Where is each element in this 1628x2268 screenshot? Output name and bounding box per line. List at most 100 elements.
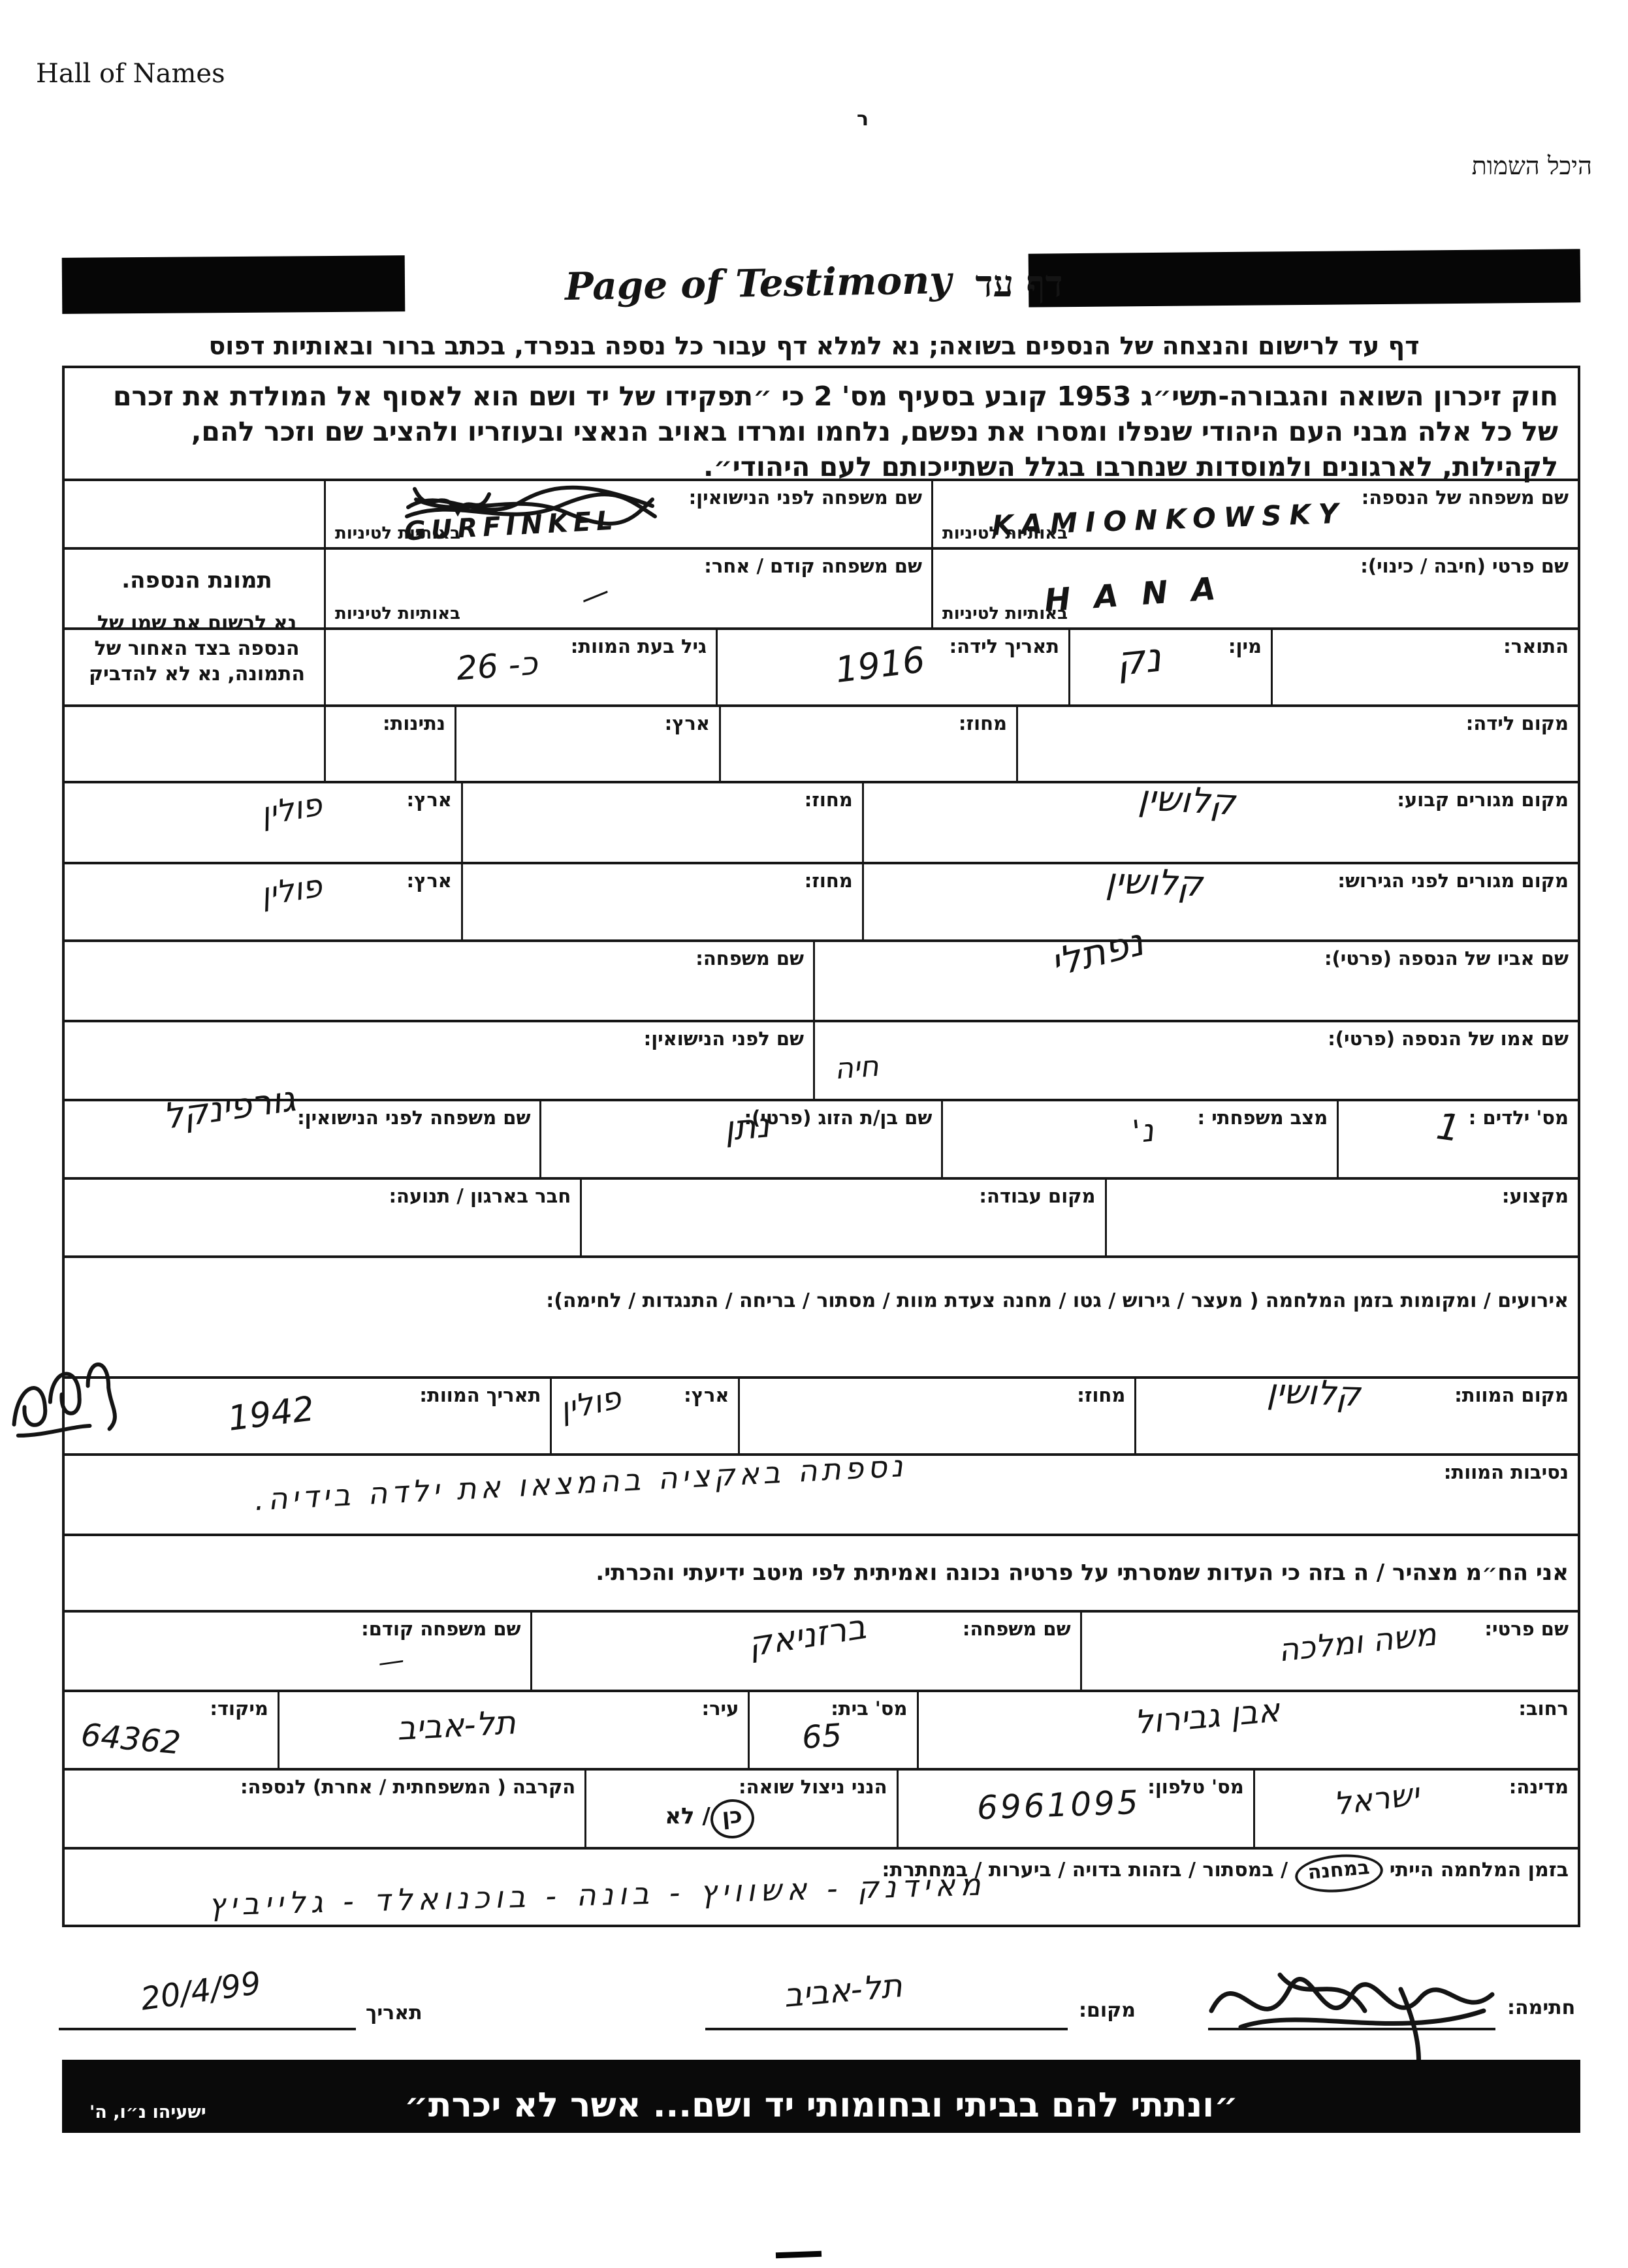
declaration-statement: אני הח״מ מצהיר / ה בזה כי העדות שמסרתי ע…: [65, 1536, 1578, 1610]
field-label: הנני ניצול שואה:: [738, 1776, 887, 1798]
field-label: מחוז:: [1077, 1384, 1126, 1406]
whereabouts-label-suffix: / במסתור / בזהות בדויה / ביערות / במחתרת…: [882, 1859, 1295, 1882]
field-label: שם פרטי (חיבה / כינוי):: [1360, 555, 1569, 577]
crossed-out-name-scribble: [405, 485, 657, 526]
row-witness-contact: מדינה: ישראל מס' טלפון: 6961095 הנני ניצ…: [65, 1768, 1578, 1847]
field-label: חבר בארגון / תנועה:: [389, 1185, 571, 1207]
row-death-circumstances: נסיבות המוות: נספתה באקציה בהמצאו את ילד…: [65, 1448, 1578, 1534]
field-relation-to-victim: הקרבה ( המשפחתית / אחרת) לנספה:: [65, 1771, 584, 1847]
handwritten-signature-place: תל-אביב: [782, 1966, 904, 2015]
handwritten-death-place: קלושין: [1266, 1372, 1362, 1415]
field-label: ארץ:: [664, 712, 710, 734]
field-label: הקרבה ( המשפחתית / אחרת) לנספה:: [240, 1776, 576, 1798]
field-maiden-name: שם משפחה לפני הנישואין: GURFINKEL באותיו…: [324, 481, 931, 547]
field-death-place: מקום המוות: קלושין: [1134, 1372, 1578, 1453]
field-witness-city: עיר: תל-אביב: [277, 1692, 748, 1768]
field-survivor-status: הנני ניצול שואה: כן/ לא: [584, 1771, 896, 1847]
field-sex: מין: נק: [1068, 630, 1271, 704]
field-label: שם משפחה לפני הנישואין:: [297, 1107, 531, 1129]
field-witness-street: רחוב: אבן גבירול: [916, 1691, 1578, 1768]
field-label: מס' טלפון:: [1147, 1776, 1244, 1798]
field-label: ארץ:: [684, 1384, 729, 1406]
place-line: [705, 2028, 1068, 2030]
memorial-quote-bar: ״ונתתי להם בביתי ובחומותי יד ושם... אשר …: [62, 2060, 1580, 2133]
field-first-name: שם פרטי (חיבה / כינוי): HANA באותיות לטי…: [931, 550, 1578, 627]
handwritten-witness-former-name: —: [375, 1645, 407, 1678]
handwritten-mother-name: חיה: [833, 1049, 880, 1086]
field-label: שם פרטי:: [1484, 1618, 1569, 1640]
handwritten-signature-date: 20/4/99: [138, 1964, 264, 2018]
latin-letters-note: באותיות לטיניות: [335, 604, 461, 623]
field-label: שם אמו של הנספה (פרטי):: [1328, 1028, 1569, 1050]
row-family-status: מס' ילדים : 1 מצב משפחתי : נ' שם בן/ת הז…: [65, 1078, 1578, 1177]
field-father-first-name: שם אביו של הנספה (פרטי): נפתלי: [813, 920, 1578, 1020]
field-citizenship: נתינות:: [324, 707, 455, 781]
field-death-district: מחוז:: [738, 1379, 1134, 1453]
field-death-date: תאריך המוות: 1942: [65, 1379, 550, 1453]
field-birth-place: מקום לידה:: [1016, 707, 1578, 781]
page-title-hebrew: דף עד: [975, 262, 1063, 306]
field-witness-country: מדינה: ישראל: [1253, 1771, 1578, 1847]
handwritten-sex: נק: [1113, 633, 1164, 685]
signature-line: [1208, 2028, 1495, 2030]
field-label: התואר:: [1503, 635, 1569, 657]
field-residence-before-country: ארץ: פולין: [65, 864, 461, 939]
field-label: ארץ:: [406, 870, 452, 892]
field-label: מס' בית:: [831, 1697, 908, 1720]
field-witness-former-family-name: שם משפחה קודם: —: [65, 1613, 530, 1690]
row-first-name: שם פרטי (חיבה / כינוי): HANA באותיות לטי…: [65, 547, 1578, 627]
law-paragraph: חוק זיכרון השואה והגבורה-תשי״ג 1953 קובע…: [112, 381, 1558, 483]
field-label: שם בן/ת הזוג (פרטי):: [744, 1107, 933, 1129]
field-label: מקצוע:: [1501, 1185, 1569, 1207]
signature-place-label: מקום:: [1079, 1999, 1136, 2022]
field-label: ארץ:: [406, 789, 452, 811]
row-profession: מקצוע: מקום עבודה: חבר בארגון / תנועה:: [65, 1177, 1578, 1255]
row-war-events: אירועים / ומקומות בזמן המלחמה ( מעצר / ג…: [65, 1255, 1578, 1376]
margin-scribble-annotation: [12, 1362, 117, 1438]
field-spouse-maiden-name: שם משפחה לפני הנישואין: גורפינקל: [65, 1078, 539, 1177]
whereabouts-label-prefix: בזמן המלחמה הייתי: [1382, 1859, 1569, 1882]
field-father-family-name: שם משפחה:: [65, 942, 813, 1020]
handwritten-former-name: —: [575, 574, 614, 616]
field-witness-phone: מס' טלפון: 6961095: [896, 1771, 1253, 1847]
field-label: נסיבות המוות:: [1443, 1461, 1569, 1483]
latin-letters-note: באותיות לטיניות: [942, 524, 1068, 543]
field-label: עיר:: [701, 1697, 739, 1720]
field-label: שם משפחה קודם / אחר:: [704, 555, 922, 577]
field-wartime-whereabouts: בזמן המלחמה הייתי במחנה / במסתור / בזהות…: [65, 1850, 1578, 1925]
photo-box-title: תמונת הנספה.: [121, 567, 272, 593]
field-mother-maiden-name: שם לפני הנישואין:: [65, 1022, 813, 1099]
field-workplace: מקום עבודה:: [580, 1180, 1104, 1255]
field-birth-district: מחוז:: [719, 707, 1016, 781]
handwritten-witness-zip: 64362: [79, 1716, 182, 1762]
row-mother-name: שם אמו של הנספה (פרטי): חיה שם לפני הניש…: [65, 1020, 1578, 1099]
field-witness-house-number: מס' בית: 65: [748, 1692, 916, 1768]
field-witness-family-name: שם משפחה: ברזניאק: [530, 1607, 1080, 1690]
field-label: שם משפחה:: [962, 1618, 1071, 1640]
survivor-yes-circled: כן: [709, 1797, 756, 1840]
handwritten-residence-before: קלושין: [1104, 860, 1204, 905]
latin-letters-note: באותיות לטיניות: [335, 524, 461, 543]
row-sex-birthdate: התואר: מין: נק תאריך לידה: 1916 גיל בעת …: [65, 627, 1578, 704]
field-label: גיל בעת המוות:: [570, 635, 707, 657]
field-former-name: שם משפחה קודם / אחר: — באותיות לטיניות: [324, 550, 931, 627]
signature-label: חתימה:: [1507, 1996, 1576, 2019]
page-mark: ר: [857, 108, 869, 131]
page-title-english: Page of Testimony: [564, 257, 952, 309]
row-residence-before-deportation: מקום מגורים לפני הגירוש: קלושין מחוז: אר…: [65, 860, 1578, 939]
row-death-place: מקום המוות: קלושין מחוז: ארץ: פולין תארי…: [65, 1372, 1578, 1453]
handwritten-spouse-name: נתן: [723, 1106, 772, 1149]
handwritten-age-at-death: כ- 26: [455, 644, 539, 688]
field-label: רחוב:: [1518, 1697, 1569, 1720]
hebrew-hall-of-names-title: היכל השמות: [1471, 151, 1592, 180]
field-children-count: מס' ילדים : 1: [1337, 1101, 1578, 1177]
handwritten-children-count: 1: [1433, 1105, 1463, 1151]
row-family-names: שם משפחה של הנספה: KAMIONKOWSKY באותיות …: [65, 479, 1578, 547]
field-label: שם משפחה של הנספה:: [1361, 486, 1569, 509]
row-birth-place: מקום לידה: מחוז: ארץ: נתינות:: [65, 704, 1578, 781]
date-line: [59, 2028, 356, 2030]
quote-source: ישעיהו נ״ו, ה': [89, 2102, 206, 2122]
field-label: בזמן המלחמה הייתי במחנה / במסתור / בזהות…: [65, 1850, 1578, 1896]
field-label: שם אביו של הנספה (פרטי):: [1324, 947, 1569, 969]
